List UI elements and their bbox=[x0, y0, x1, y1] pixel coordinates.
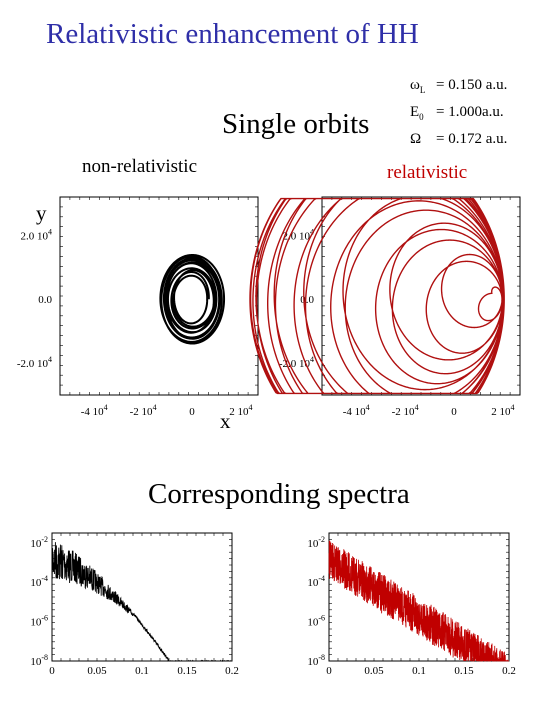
tick-label: 0 bbox=[49, 665, 55, 677]
tick-label: 2 104 bbox=[491, 403, 514, 418]
nonrelativistic-label: non-relativistic bbox=[82, 156, 198, 177]
spectrum-plot-nonrelativistic: 0 0.05 0.1 0.15 0.2 10-2 10-4 10-6 10-8 bbox=[30, 532, 239, 677]
param-symbol: ωL bbox=[410, 77, 426, 95]
tick-label: -4 104 bbox=[81, 403, 108, 418]
plot-frame bbox=[59, 196, 259, 396]
orbit-trajectory-relativistic bbox=[249, 197, 505, 395]
page-title: Relativistic enhancement of HH bbox=[46, 18, 419, 50]
tick-label: 0.15 bbox=[454, 665, 474, 677]
param-symbol: Ω bbox=[410, 131, 422, 147]
param-row-omega-l: ωL = 0.150 a.u. bbox=[410, 74, 507, 101]
tick-label: -2 104 bbox=[392, 403, 419, 418]
tick-label: 10-8 bbox=[307, 653, 325, 668]
tick-label: 0 bbox=[326, 665, 332, 677]
orbit-trajectory-nonrelativistic bbox=[159, 253, 226, 345]
tick-label: 0.0 bbox=[38, 294, 52, 306]
tick-label: 0 bbox=[451, 406, 457, 418]
param-row-omega: Ω = 0.172 a.u. bbox=[410, 128, 507, 155]
tick-label: 0.15 bbox=[177, 665, 197, 677]
tick-label: -2.0 104 bbox=[17, 355, 52, 370]
tick-label: 10-4 bbox=[307, 574, 325, 589]
tick-label: 10-4 bbox=[30, 574, 48, 589]
spectrum-line-nonrelativistic bbox=[51, 538, 232, 662]
orbit-plot-nonrelativistic: y x -4 104 -2 104 0 2 104 2.0 104 0.0 -2.0 104 bbox=[17, 196, 259, 433]
tick-label: 10-6 bbox=[30, 614, 48, 629]
relativistic-label: relativistic bbox=[387, 162, 468, 183]
spectrum-plot-relativistic: 0 0.05 0.1 0.15 0.2 10-2 10-4 10-6 10-8 bbox=[307, 532, 516, 677]
tick-label: 10-8 bbox=[30, 653, 48, 668]
param-row-e0: E0 = 1.000a.u. bbox=[410, 101, 507, 128]
param-symbol: E0 bbox=[410, 104, 424, 122]
tick-label: 0.1 bbox=[412, 665, 426, 677]
tick-label: 0.0 bbox=[300, 294, 314, 306]
parameter-list: ωL = 0.150 a.u. E0 = 1.000a.u. Ω = 0.172 a.… bbox=[410, 74, 507, 155]
plot-frame bbox=[51, 532, 233, 662]
spectrum-line-relativistic bbox=[328, 540, 510, 662]
tick-label: 0 bbox=[189, 406, 195, 418]
y-axis-label: y bbox=[36, 201, 47, 225]
tick-label: 10-6 bbox=[307, 614, 325, 629]
plot-frame bbox=[328, 532, 510, 662]
tick-label: -2 104 bbox=[130, 403, 157, 418]
x-axis-label: x bbox=[220, 409, 231, 433]
section-title-orbits: Single orbits bbox=[222, 108, 370, 140]
tick-label: 0.2 bbox=[225, 665, 239, 677]
tick-label: 2.0 104 bbox=[283, 227, 315, 242]
tick-label: 10-2 bbox=[30, 535, 48, 550]
tick-label: 0.05 bbox=[364, 665, 384, 677]
tick-label: 0.1 bbox=[135, 665, 149, 677]
tick-label: 10-2 bbox=[307, 535, 325, 550]
tick-label: 2.0 104 bbox=[21, 227, 53, 242]
tick-label: -4 104 bbox=[343, 403, 370, 418]
section-title-spectra: Corresponding spectra bbox=[148, 478, 410, 510]
tick-label: 0.05 bbox=[87, 665, 107, 677]
tick-label: 0.2 bbox=[502, 665, 516, 677]
tick-label: 2 104 bbox=[229, 403, 252, 418]
